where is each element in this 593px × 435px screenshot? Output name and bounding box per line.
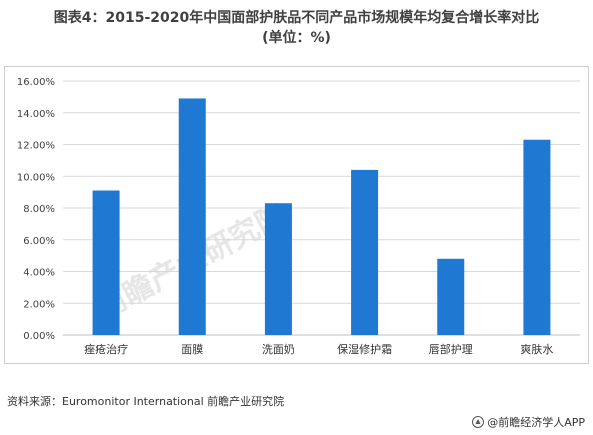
chart-frame: 前瞻产业研究院 0.00%2.00%4.00%6.00%8.00%10.00%1…	[4, 66, 589, 364]
brand-footer: @前瞻经济学人APP	[472, 414, 585, 430]
chart-title-line1: 图表4：2015-2020年中国面部护肤品不同产品市场规模年均复合增长率对比	[53, 10, 540, 26]
bar	[92, 190, 120, 335]
x-tick-label: 保湿修护霜	[337, 342, 392, 356]
brand-logo-icon	[472, 416, 485, 428]
x-tick-label: 面膜	[181, 343, 203, 356]
source-note: 资料来源：Euromonitor International 前瞻产业研究院	[7, 395, 285, 408]
x-tick-label: 爽肤水	[520, 342, 553, 356]
x-tick-label: 痤疮治疗	[84, 342, 128, 356]
x-tick-label: 洗面奶	[262, 342, 295, 356]
y-tick-label: 16.00%	[17, 77, 55, 88]
y-tick-label: 2.00%	[23, 299, 55, 310]
x-tick-label: 唇部护理	[429, 342, 473, 356]
bar	[264, 203, 292, 335]
bar	[351, 169, 379, 335]
y-tick-label: 4.00%	[23, 268, 55, 279]
bar-chart: 0.00% 2.00% 4.00% 6.00% 8.00% 10.00% 12.00% 14.…	[17, 77, 580, 356]
chart-title: 图表4：2015-2020年中国面部护肤品不同产品市场规模年均复合增长率对比 (…	[0, 8, 593, 48]
bar	[523, 139, 551, 335]
y-tick-label: 10.00%	[17, 172, 55, 183]
y-tick-label: 8.00%	[23, 204, 55, 215]
brand-label: @前瞻经济学人APP	[487, 416, 585, 429]
bar	[178, 98, 206, 336]
bar	[437, 258, 465, 335]
y-tick-label: 0.00%	[23, 331, 55, 342]
y-tick-label: 14.00%	[17, 109, 55, 120]
y-tick-label: 6.00%	[23, 236, 55, 247]
y-tick-label: 12.00%	[17, 141, 55, 152]
chart-title-line2: (单位：%)	[262, 30, 331, 46]
